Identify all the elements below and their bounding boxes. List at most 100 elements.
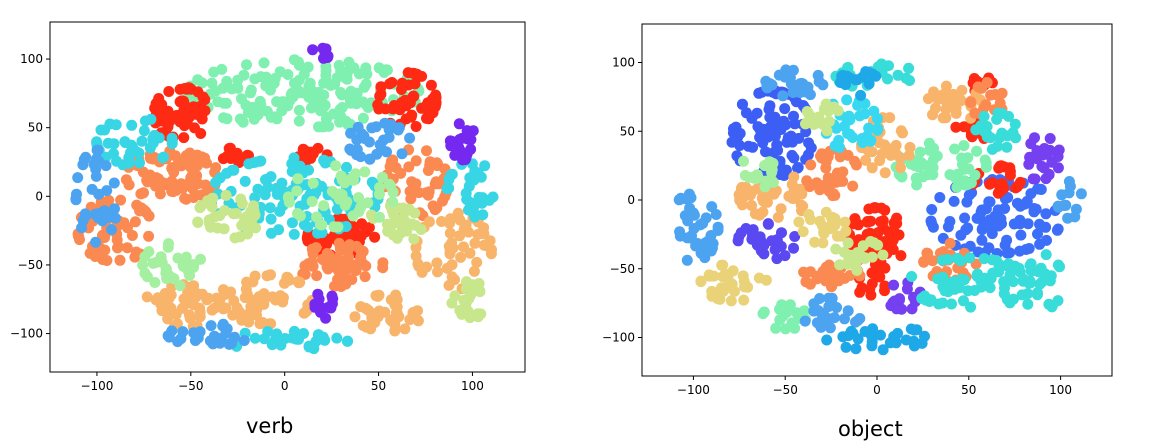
verb-point [149,277,161,288]
object-point [843,110,855,122]
verb-x-tick-label: −50 [178,379,203,393]
object-point [1032,287,1043,299]
object-point [778,115,790,127]
verb-point [304,77,316,89]
object-point [805,266,816,278]
object-point [978,253,990,265]
object-point [844,128,856,140]
object-point [1012,264,1024,276]
object-point [683,188,695,200]
verb-point [214,172,226,184]
object-point [712,221,724,233]
verb-point [341,73,353,85]
verb-x-tick-label: 0 [281,379,289,393]
verb-point [327,254,339,266]
object-point [1004,269,1016,281]
verb-point [353,206,365,218]
object-point [1004,297,1016,309]
object-point [1004,247,1016,259]
verb-point [172,252,184,264]
object-point [817,237,829,249]
verb-point [444,227,456,239]
object-point [747,141,759,153]
object-point [1044,133,1056,144]
object-point [791,307,803,319]
verb-point [206,77,218,89]
object-cluster-1 [925,174,1064,259]
verb-point [403,161,415,173]
verb-point [186,259,198,271]
object-point [774,314,786,326]
object-point [1040,208,1052,220]
object-point [992,107,1004,119]
object-point [839,216,851,228]
object-point [834,77,846,88]
object-point [905,323,917,335]
object-point [733,189,745,201]
object-point [1032,228,1043,240]
verb-point [399,323,411,335]
object-point [922,247,934,259]
object-point [1054,261,1065,273]
verb-point [268,111,280,123]
object-cluster-31 [793,206,852,249]
object-point [764,100,776,112]
object-point [852,333,864,345]
verb-point [90,170,102,182]
object-point [833,134,845,146]
object-point [759,160,771,171]
object-point [1034,278,1046,290]
object-point [801,175,813,187]
object-point [1027,173,1039,185]
verb-point [345,127,357,139]
object-point [803,137,815,149]
verb-point [139,115,151,127]
verb-point [430,176,442,188]
verb-point [449,274,461,286]
object-point [729,285,740,297]
verb-point [218,112,230,124]
verb-point [472,229,484,240]
verb-point [192,216,204,228]
object-point [849,155,861,167]
verb-point [228,295,240,307]
verb-point [431,257,443,269]
verb-cluster-18 [192,189,261,244]
object-point [746,200,758,211]
verb-point [93,155,105,167]
verb-point [398,217,410,229]
object-point [801,106,813,117]
object-point [779,250,791,262]
verb-point [237,116,249,128]
object-point [984,282,996,294]
object-cluster-32 [738,155,779,193]
verb-point [255,99,267,111]
verb-point [86,183,98,195]
object-point [903,149,915,161]
verb-point [366,122,378,134]
verb-point [111,234,123,246]
object-point [866,162,878,174]
verb-point [319,334,331,346]
verb-point [109,203,120,215]
verb-caption: verb [246,414,294,438]
object-cluster-15 [801,144,862,202]
object-point [1041,148,1053,160]
object-point [852,314,864,326]
verb-point [189,122,200,134]
verb-point [290,333,302,345]
verb-point [464,172,476,184]
verb-point [188,101,200,113]
verb-point [283,193,295,204]
verb-point [286,217,298,229]
object-point [944,169,956,181]
object-point [978,110,990,122]
verb-point [471,256,483,268]
verb-point [383,131,395,143]
verb-point [469,237,481,249]
object-point [832,105,844,117]
object-point [824,322,836,334]
object-point [1056,189,1068,201]
verb-point [90,236,102,248]
verb-point [162,121,174,133]
